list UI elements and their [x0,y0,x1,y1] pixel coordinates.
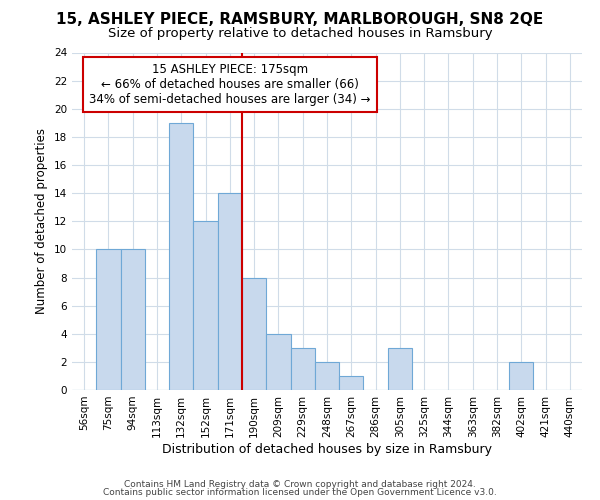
Text: 15, ASHLEY PIECE, RAMSBURY, MARLBOROUGH, SN8 2QE: 15, ASHLEY PIECE, RAMSBURY, MARLBOROUGH,… [56,12,544,28]
Text: 15 ASHLEY PIECE: 175sqm
← 66% of detached houses are smaller (66)
34% of semi-de: 15 ASHLEY PIECE: 175sqm ← 66% of detache… [89,62,371,106]
Y-axis label: Number of detached properties: Number of detached properties [35,128,49,314]
Bar [315,362,339,390]
Bar [290,348,315,390]
Bar [169,123,193,390]
Bar [266,334,290,390]
Bar [218,193,242,390]
Text: Contains HM Land Registry data © Crown copyright and database right 2024.: Contains HM Land Registry data © Crown c… [124,480,476,489]
Text: Size of property relative to detached houses in Ramsbury: Size of property relative to detached ho… [107,28,493,40]
Bar [509,362,533,390]
Text: Contains public sector information licensed under the Open Government Licence v3: Contains public sector information licen… [103,488,497,497]
Bar [121,250,145,390]
Bar [96,250,121,390]
Bar [193,221,218,390]
Bar [339,376,364,390]
Bar [242,278,266,390]
X-axis label: Distribution of detached houses by size in Ramsbury: Distribution of detached houses by size … [162,442,492,456]
Bar [388,348,412,390]
